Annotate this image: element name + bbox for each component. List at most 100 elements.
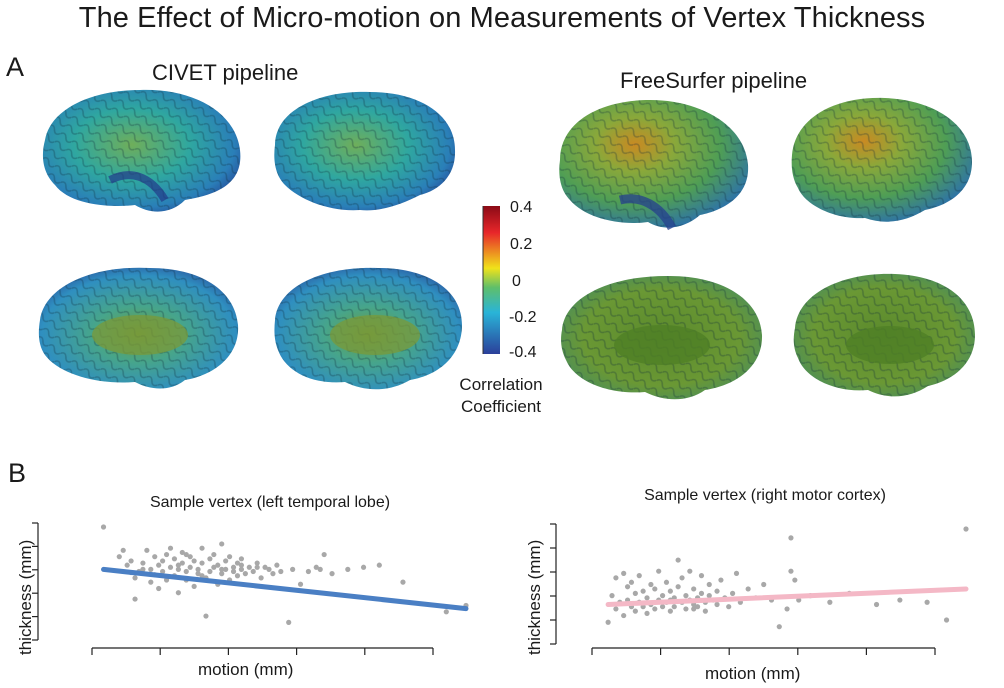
right-data-point	[609, 593, 615, 599]
right-data-point	[788, 568, 794, 574]
left-data-point	[132, 575, 138, 581]
colorbar-tick-neg-0-4: -0.4	[509, 344, 537, 361]
right-data-point	[943, 617, 950, 623]
left-data-point	[195, 571, 201, 577]
colorbar-tick-0-4: 0.4	[510, 199, 533, 216]
left-data-point	[258, 575, 264, 581]
panel-a-letter: A	[6, 52, 25, 82]
left-data-point	[234, 560, 241, 566]
right-data-point	[776, 624, 782, 630]
left-data-point	[376, 562, 382, 568]
right-data-point	[897, 597, 903, 603]
right-data-point	[679, 575, 685, 581]
right-data-point	[656, 568, 662, 574]
civet-lateral-right-brain	[274, 91, 456, 211]
right-data-point	[667, 608, 673, 614]
right-data-point	[644, 595, 650, 601]
left-data-point	[148, 566, 154, 573]
right-data-point	[718, 577, 724, 583]
left-data-point	[175, 566, 181, 573]
left-data-point	[400, 579, 406, 585]
right-data-point	[702, 608, 708, 614]
right-data-point	[640, 588, 646, 594]
right-data-point	[624, 584, 631, 590]
left-data-point	[223, 558, 229, 564]
left-data-point	[128, 558, 134, 564]
right-data-point	[621, 612, 627, 619]
left-data-point	[360, 564, 367, 570]
left-data-point	[140, 566, 146, 573]
left-fit-line	[101, 566, 469, 612]
right-data-point	[613, 606, 619, 612]
left-data-point	[207, 568, 213, 575]
civet-medial-left-brain	[38, 267, 239, 389]
colorbar-label-line1: Correlation	[459, 375, 543, 394]
left-data-point	[297, 581, 304, 587]
left-data-point	[234, 573, 241, 579]
right-data-point	[671, 604, 677, 610]
right-data-point	[663, 579, 670, 585]
right-data-point	[745, 586, 751, 592]
left-data-point	[195, 566, 201, 573]
right-data-point	[698, 573, 705, 579]
right-data-point	[621, 570, 627, 577]
left-data-point	[443, 609, 449, 615]
right-data-point	[636, 573, 642, 579]
left-data-point	[179, 560, 185, 566]
right-data-point	[675, 584, 681, 590]
left-data-point	[120, 547, 126, 553]
right-data-point	[714, 601, 720, 608]
left-data-point	[179, 549, 185, 556]
freesurfer-lateral-left-brain	[559, 100, 749, 231]
left-data-point	[175, 590, 181, 596]
left-data-point	[227, 554, 233, 560]
left-data-point	[219, 571, 225, 577]
left-data-point	[187, 564, 193, 570]
left-data-point	[152, 554, 158, 560]
right-data-point	[683, 593, 689, 599]
left-data-point	[175, 562, 181, 568]
left-data-point	[238, 556, 245, 562]
right-data-point	[714, 588, 720, 594]
left-data-point	[167, 564, 174, 570]
right-data-point	[644, 610, 650, 616]
colorbar-tick-neg-0-2: -0.2	[509, 309, 537, 326]
right-data-point	[691, 606, 697, 612]
civet-pipeline-title: CIVET pipeline	[152, 60, 299, 85]
right-data-point	[652, 586, 658, 592]
left-data-point	[219, 566, 225, 573]
right-data-point	[648, 581, 654, 588]
left-data-point	[191, 558, 197, 564]
left-data-point	[290, 566, 296, 573]
right-data-point	[706, 593, 712, 599]
left-data-point	[199, 545, 205, 551]
left-data-point	[262, 564, 268, 570]
left-data-point	[274, 562, 280, 568]
left-data-point	[124, 562, 130, 568]
right-data-point	[733, 570, 740, 577]
left-plot-title: Sample vertex (left temporal lobe)	[149, 494, 391, 511]
left-data-point	[140, 560, 146, 566]
left-data-point	[167, 545, 174, 551]
colorbar-label-line2: Coefficient	[460, 397, 541, 416]
left-data-point	[223, 566, 229, 573]
right-data-point	[632, 590, 638, 596]
right-data-point	[963, 526, 969, 532]
left-data-point	[160, 558, 166, 564]
left-data-point	[242, 571, 248, 577]
right-data-point	[698, 590, 705, 596]
right-data-point	[726, 604, 732, 610]
left-data-point	[144, 547, 150, 553]
left-data-point	[163, 551, 170, 558]
left-data-point	[156, 562, 162, 568]
freesurfer-medial-right-brain	[793, 273, 975, 397]
right-data-point	[632, 608, 638, 614]
left-data-point	[238, 566, 245, 573]
left-data-point	[191, 583, 197, 589]
right-fit-line	[605, 586, 969, 607]
right-data-point	[605, 619, 611, 625]
left-data-point	[199, 560, 205, 566]
right-data-point	[730, 590, 736, 596]
colorbar-gradient	[483, 206, 500, 354]
